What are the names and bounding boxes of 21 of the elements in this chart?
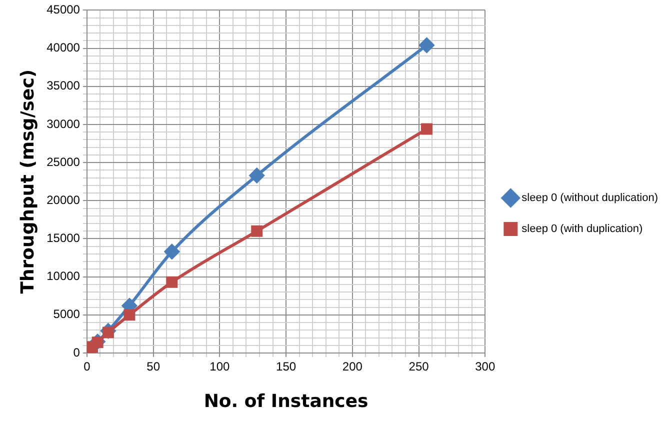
legend-label: sleep 0 (without duplication) xyxy=(522,192,658,204)
y-tick-label: 15000 xyxy=(46,231,80,246)
x-tick-label: 250 xyxy=(408,360,430,374)
x-tick-label: 50 xyxy=(146,360,160,374)
legend-label: sleep 0 (with duplication) xyxy=(522,223,643,236)
x-tick-label: 300 xyxy=(475,360,496,374)
y-tick-label: 5000 xyxy=(53,307,80,322)
y-axis-title: Throughput (msg/sec) xyxy=(17,69,38,294)
y-tick-label: 45000 xyxy=(46,2,80,17)
y-tick-label: 30000 xyxy=(46,116,80,131)
y-tick-label: 35000 xyxy=(46,78,80,93)
y-tick-label: 25000 xyxy=(46,154,80,169)
x-tick-label: 100 xyxy=(210,360,230,374)
y-tick-label: 0 xyxy=(73,345,80,360)
x-tick-label: 150 xyxy=(276,360,296,374)
x-tick-label: 200 xyxy=(342,360,363,374)
y-tick-label: 10000 xyxy=(46,269,80,284)
y-tick-label: 40000 xyxy=(46,40,80,55)
x-axis-title: No. of Instances xyxy=(204,390,368,412)
y-tick-label: 20000 xyxy=(46,192,80,207)
x-tick-label: 0 xyxy=(84,360,91,374)
